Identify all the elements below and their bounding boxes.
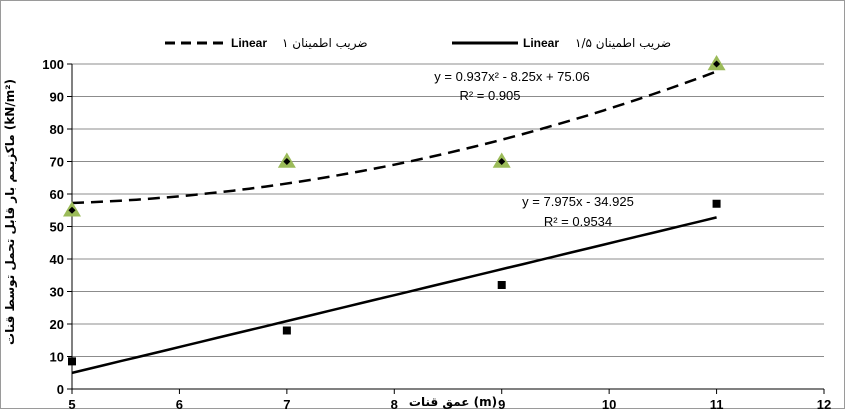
y-tick-label: 40 [50,252,64,267]
x-tick-label: 6 [176,397,183,409]
legend-dashed-label: ضریب اطمینان ۱ [282,36,368,51]
x-tick-label: 10 [602,397,616,409]
y-tick-label: 90 [50,90,64,105]
y-tick-label: 0 [57,382,64,397]
legend-solid-trend-label: Linear [523,36,559,50]
legend-solid-label: ضریب اطمینان ۱/۵ [575,36,671,51]
y-tick-label: 80 [50,122,64,137]
y-tick-label: 50 [50,220,64,235]
data-point-center-dot [713,60,721,68]
data-points [63,55,726,366]
equation-label-1: y = 0.937x² - 8.25x + 75.06 [434,69,589,84]
data-point-square [712,199,721,208]
data-point-square [68,357,76,366]
x-tick-label: 8 [391,397,398,409]
y-tick-label: 60 [50,187,64,202]
data-point-center-dot [68,206,76,214]
trendlines [71,70,718,375]
tick-labels: 0 10 20 30 40 50 60 70 80 90 100 5 6 7 8 9 10 11 12 [42,57,831,409]
equation-label-2: y = 7.975x - 34.925 [522,194,634,209]
legend: Linear ضریب اطمینان ۱ Linear ضریب اطمینا… [165,36,671,51]
legend-dashed-trend-label: Linear [231,36,267,50]
y-tick-label: 30 [50,285,64,300]
trendline-series-2 [71,216,717,375]
r2-label-2: R² = 0.9534 [544,214,612,229]
x-axis-title: عمق قنات (m) [409,395,497,409]
x-tick-label: 7 [283,397,290,409]
data-point-square [497,281,506,289]
r2-label-1: R² = 0.905 [459,88,520,103]
gridlines [72,63,824,357]
y-tick-label: 100 [42,57,64,72]
y-axis-title: ماکزیمم بار قابل تحمل توسط قنات (kN/m²) [3,79,18,345]
data-point-square [282,326,291,335]
x-tick-label: 5 [68,397,75,409]
y-tick-label: 10 [50,350,64,365]
y-tick-label: 70 [50,155,64,170]
trendline-series-1 [71,70,718,205]
x-tick-label: 9 [498,397,505,409]
y-tick-label: 20 [50,317,64,332]
x-tick-label: 12 [817,397,831,409]
axes [67,63,825,394]
data-point-center-dot [498,157,506,166]
data-point-center-dot [283,157,291,166]
x-tick-label: 11 [710,397,724,409]
